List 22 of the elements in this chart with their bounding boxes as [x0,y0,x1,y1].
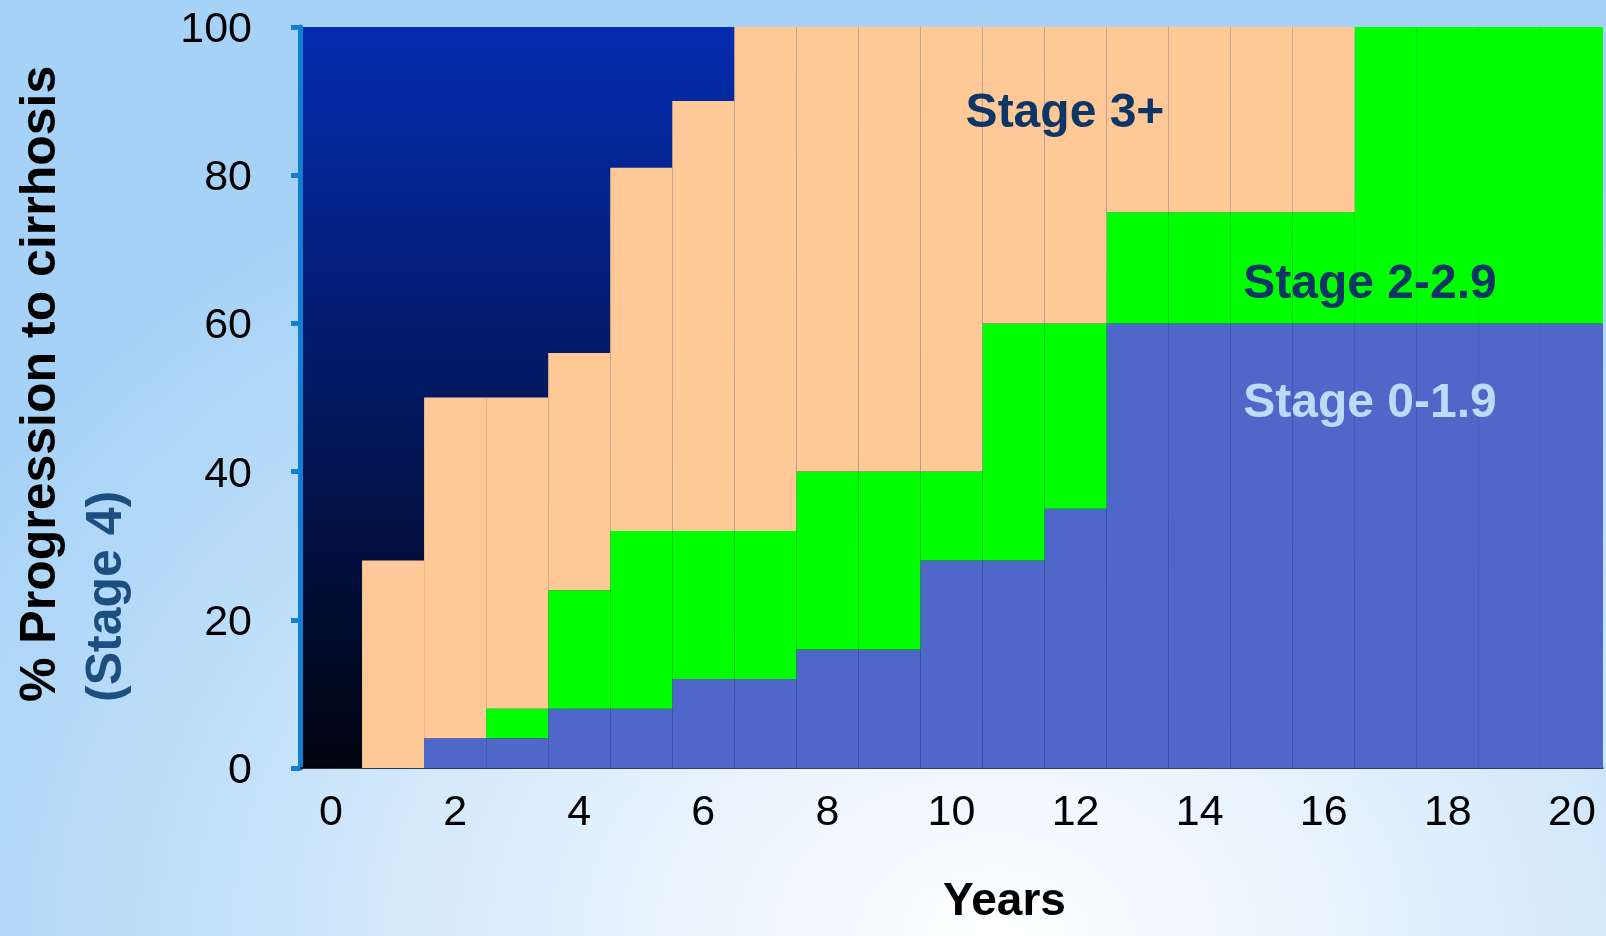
y-tick-label: 20 [204,595,252,644]
x-tick-label: 12 [1051,785,1100,834]
x-tick-label: 14 [1175,785,1224,834]
series-label: Stage 3+ [965,83,1165,137]
x-axis-title: Years [943,873,1066,925]
y-tick-label: 60 [204,299,252,348]
y-tick-label: 80 [204,151,252,200]
x-tick-label: 20 [1548,785,1596,834]
x-tick-label: 16 [1299,785,1348,834]
y-tick-label: 0 [228,744,252,792]
series-label: Stage 0-1.9 [1243,373,1497,427]
y-tick-label: 40 [204,447,252,496]
x-tick-label: 4 [567,785,592,834]
x-tick-label: 2 [443,785,468,834]
x-tick-label: 8 [815,785,840,834]
y-tick-label: 100 [180,3,252,51]
x-tick-label: 18 [1423,785,1472,834]
x-tick-label: 6 [691,785,716,834]
x-tick-label: 0 [319,785,343,834]
x-tick-label: 10 [927,785,976,834]
y-axis-title: % Progression to cirrhosis (Stage 4) [10,65,132,702]
series-label: Stage 2-2.9 [1243,254,1497,308]
